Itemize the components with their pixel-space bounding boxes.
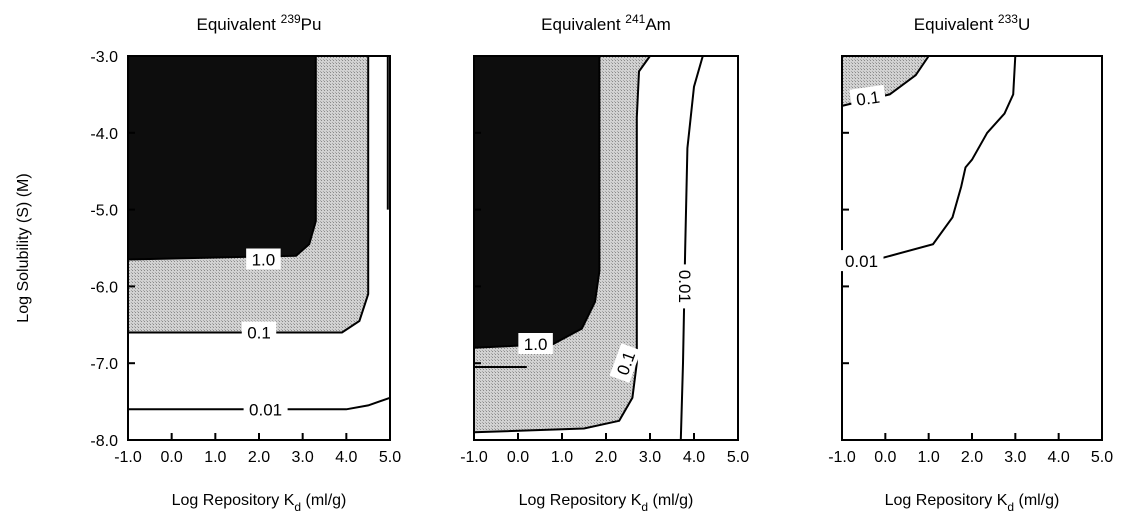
contour-label: 1.0 — [518, 333, 553, 354]
x-tick-label: 2.0 — [961, 449, 983, 466]
contour-line-0-01 — [128, 396, 391, 411]
contour-label-text: 1.0 — [524, 335, 548, 354]
contour-label: 0.1 — [849, 84, 887, 111]
panel-title: Equivalent 239Pu — [197, 12, 322, 34]
x-tick-label: 3.0 — [292, 449, 314, 466]
panel-3: -1.0 0.0 1.0 2.0 3.0 4.0 5.0 Equivalent 233U Log… — [828, 12, 1113, 514]
contour-label-background — [518, 333, 553, 354]
contour-label: 0.1 — [241, 321, 277, 343]
panel-1: -1.0 0.0 1.0 2.0 3.0 4.0 5.0 -3.0 -4.0 -5.0 -6.0 -7… — [15, 12, 401, 514]
region--1-0 — [128, 56, 316, 260]
panel-title: Equivalent 241Am — [541, 12, 671, 34]
x-tick-label: 5.0 — [1091, 449, 1113, 466]
contour-label-text: 0.01 — [675, 270, 694, 303]
x-tick-label: -1.0 — [828, 449, 856, 466]
contour-label-background — [839, 250, 884, 272]
x-tick-label: 0.0 — [161, 449, 183, 466]
x-tick-label: 3.0 — [1004, 449, 1026, 466]
x-tick-label: 1.0 — [204, 449, 226, 466]
y-axis-title: Log Solubility (S) (M) — [15, 173, 32, 322]
panel-title: Equivalent 233U — [914, 12, 1030, 34]
contour-label-text: 0.01 — [845, 252, 878, 271]
y-tick-label: -5.0 — [90, 203, 118, 220]
contour-label-text: 0.1 — [855, 88, 881, 110]
y-tick-label: -8.0 — [90, 433, 118, 450]
contour-line-1-0 — [127, 56, 317, 261]
contour-label-background — [241, 321, 277, 343]
x-tick-label: 3.0 — [639, 449, 661, 466]
contour-line-0-01 — [841, 55, 1017, 265]
panel-2: -1.0 0.0 1.0 2.0 3.0 4.0 5.0 Equivalent 241Am Lo… — [460, 12, 749, 514]
contour-label: 0.01 — [675, 264, 697, 309]
contour-label: 0.01 — [243, 398, 288, 420]
x-tick-label: 4.0 — [335, 449, 357, 466]
contour-label-background — [609, 343, 642, 383]
x-axis-title: Log Repository Kd (ml/g) — [519, 492, 694, 514]
x-tick-label: 0.0 — [507, 449, 529, 466]
x-tick-label: 1.0 — [918, 449, 940, 466]
contour-label-text: 0.01 — [249, 400, 282, 419]
contour-label: 1.0 — [246, 248, 281, 270]
x-tick-label: 4.0 — [683, 449, 705, 466]
contour-label-text: 1.0 — [252, 251, 276, 270]
contour-label-text: 0.1 — [247, 324, 271, 343]
contour-label-background — [246, 248, 281, 270]
plot-frame — [841, 55, 1103, 441]
contour-label-background — [849, 84, 887, 111]
x-axis-title: Log Repository Kd (ml/g) — [885, 492, 1060, 514]
y-tick-label: -4.0 — [90, 126, 118, 143]
x-tick-label: 4.0 — [1048, 449, 1070, 466]
y-tick-label: -6.0 — [90, 279, 118, 296]
contour-label: 0.01 — [839, 250, 884, 272]
x-tick-label: 2.0 — [248, 449, 270, 466]
contour-label-background — [243, 398, 288, 420]
region--1-0 — [474, 56, 600, 348]
contour-line-0-01 — [679, 55, 704, 441]
x-tick-label: -1.0 — [114, 449, 142, 466]
x-tick-label: -1.0 — [460, 449, 488, 466]
x-tick-label: 5.0 — [379, 449, 401, 466]
y-tick-label: -7.0 — [90, 356, 118, 373]
contour-label-background — [675, 264, 697, 309]
x-tick-label: 2.0 — [595, 449, 617, 466]
x-tick-label: 0.0 — [874, 449, 896, 466]
x-axis-title: Log Repository Kd (ml/g) — [172, 492, 347, 514]
x-tick-label: 1.0 — [551, 449, 573, 466]
x-tick-label: 5.0 — [727, 449, 749, 466]
contour-line-0-1 — [473, 55, 651, 434]
y-tick-label: -3.0 — [90, 49, 118, 66]
